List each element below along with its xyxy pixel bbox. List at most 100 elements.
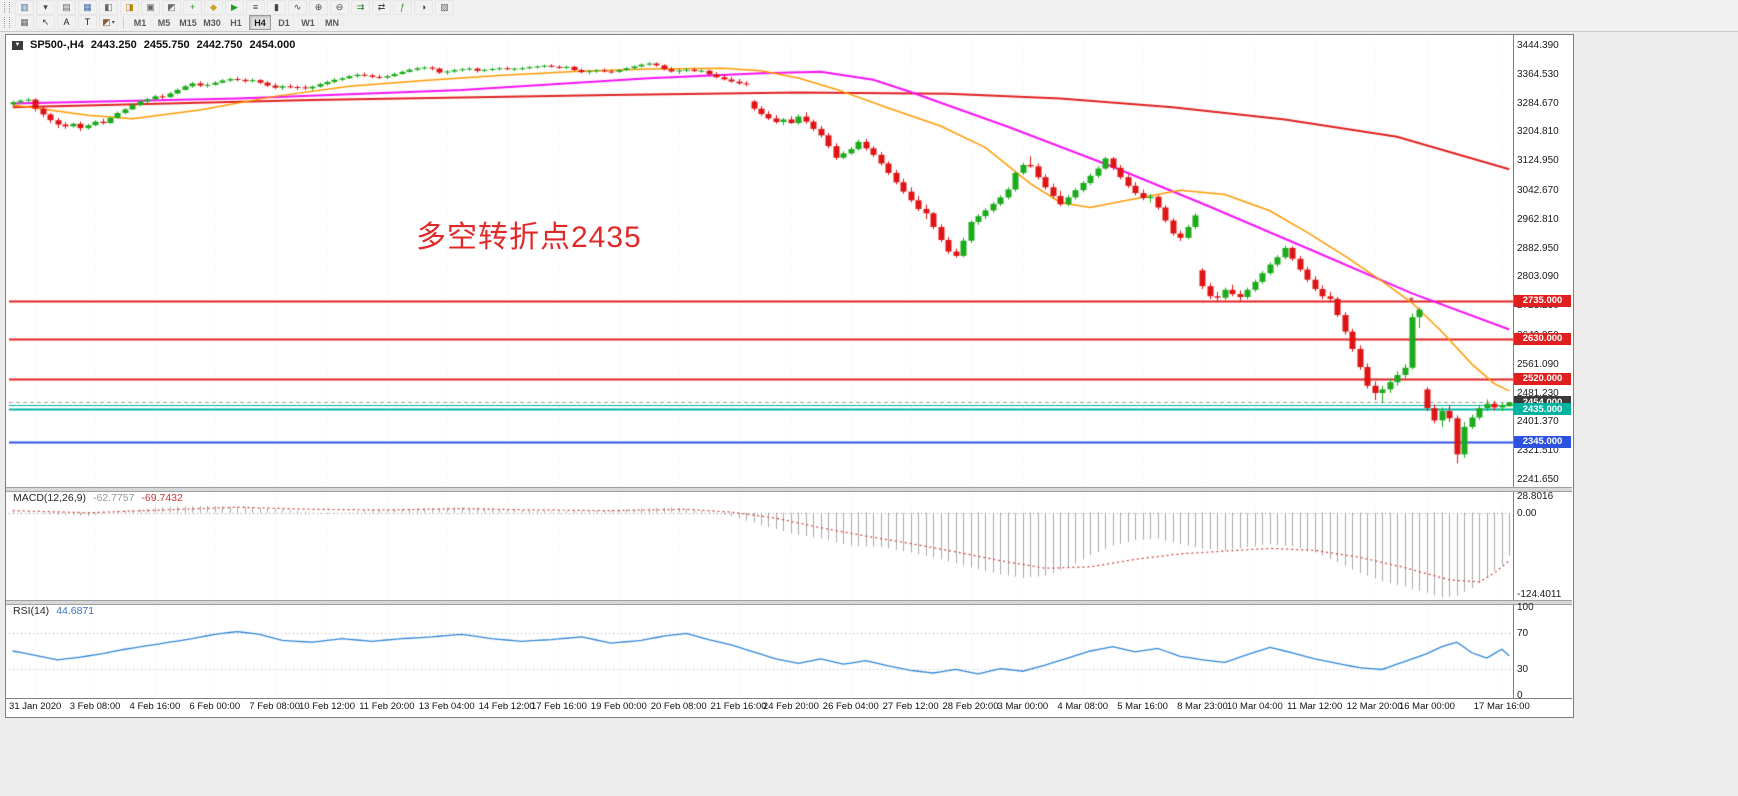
grid-icon[interactable]: ▦ bbox=[15, 15, 34, 30]
indicators-icon[interactable]: ƒ bbox=[393, 0, 412, 15]
text-tool-icon[interactable]: A bbox=[57, 15, 76, 30]
toolbar-separator bbox=[123, 16, 124, 29]
autotrading-icon[interactable]: ▶ bbox=[225, 0, 244, 15]
candlestick-chart-icon[interactable]: ▮ bbox=[267, 0, 286, 15]
profiles-icon[interactable]: ▤ bbox=[57, 0, 76, 15]
timeframe-button-w1[interactable]: W1 bbox=[297, 15, 319, 30]
chart-annotation-text[interactable]: 多空转折点2435 bbox=[416, 221, 642, 254]
timeframe-button-m5[interactable]: M5 bbox=[153, 15, 175, 30]
price-axis-label: 2241.650 bbox=[1517, 474, 1559, 485]
macd-axis-label: 0.00 bbox=[1517, 507, 1537, 519]
periods-dropdown-icon[interactable]: ◑ bbox=[414, 0, 433, 15]
colors-tool-icon[interactable]: ◩ ▾ bbox=[99, 15, 118, 30]
time-axis-label: 11 Mar 12:00 bbox=[1287, 701, 1343, 712]
price-axis-label: 3284.670 bbox=[1517, 97, 1559, 109]
chart-shift-icon[interactable]: ⇄ bbox=[372, 0, 391, 15]
macd-main-value: -62.7757 bbox=[92, 492, 135, 504]
macd-name: MACD(12,26,9) bbox=[13, 492, 86, 504]
zoom-in-icon[interactable]: ⊕ bbox=[309, 0, 328, 15]
toolbar-grip[interactable] bbox=[4, 17, 10, 28]
price-axis-label: 3444.390 bbox=[1517, 40, 1559, 51]
time-axis-label: 27 Feb 12:00 bbox=[882, 701, 939, 712]
price-scale-column[interactable] bbox=[1513, 35, 1573, 698]
time-axis-label: 16 Mar 00:00 bbox=[1398, 701, 1455, 712]
price-axis-label: 3042.670 bbox=[1517, 184, 1559, 196]
macd-axis-label: 28.8016 bbox=[1517, 491, 1554, 502]
zoom-out-icon[interactable]: ⊖ bbox=[330, 0, 349, 15]
line-chart-icon[interactable]: ∿ bbox=[288, 0, 307, 15]
time-axis-label: 8 Mar 23:00 bbox=[1177, 701, 1228, 712]
price-axis-label: 3364.530 bbox=[1517, 68, 1559, 80]
price-tag: 2735.000 bbox=[1514, 294, 1571, 307]
price-tag: 2630.000 bbox=[1514, 332, 1571, 345]
toolbar-row-tools: ▦ ↖ A T ◩ ▾ M1 M5 M15 M30 H1 H4 D1 W1 MN bbox=[0, 15, 344, 30]
price-axis-label: 3124.950 bbox=[1517, 155, 1559, 167]
market-watch-icon[interactable]: ▦ bbox=[78, 0, 97, 15]
text-label-tool-icon[interactable]: T bbox=[78, 15, 97, 30]
terminal-icon[interactable]: ▣ bbox=[141, 0, 160, 15]
time-axis-label: 24 Feb 20:00 bbox=[762, 701, 819, 712]
time-axis-label: 13 Feb 04:00 bbox=[418, 701, 475, 712]
time-axis-label: 5 Mar 16:00 bbox=[1117, 701, 1168, 712]
chart-title: ▼ SP500-,H4 2443.250 2455.750 2442.750 2… bbox=[12, 39, 295, 51]
macd-label: MACD(12,26,9) -62.7757 -69.7432 bbox=[13, 492, 183, 504]
price-axis-label: 2321.510 bbox=[1517, 445, 1559, 457]
timeframe-button-h1[interactable]: H1 bbox=[225, 15, 247, 30]
rsi-axis-label: 70 bbox=[1517, 628, 1529, 640]
time-axis-label: 20 Feb 08:00 bbox=[650, 701, 707, 712]
rsi-axis-label: 100 bbox=[1517, 602, 1534, 613]
new-order-icon[interactable]: + bbox=[183, 0, 202, 15]
time-axis-label: 31 Jan 2020 bbox=[9, 701, 62, 712]
time-axis-label: 6 Feb 00:00 bbox=[189, 701, 241, 712]
main-toolbar: ▥ ▾ ▤ ▦ ◧ ◨ ▣ ◩ + ◆ ▶ ≡ ▮ ∿ ⊕ ⊖ ⇉ ⇄ ƒ ◑ ▨ ▦ ↖ A T ◩ ▾ M1 M5 M15 M30 H1… bbox=[0, 0, 1738, 32]
bar-chart-icon[interactable]: ≡ bbox=[246, 0, 265, 15]
timeframe-button-m15[interactable]: M15 bbox=[177, 15, 199, 30]
new-chart-icon[interactable]: ▥ bbox=[15, 0, 34, 15]
time-axis[interactable] bbox=[6, 698, 1572, 717]
timeframe-button-d1[interactable]: D1 bbox=[273, 15, 295, 30]
panel-resize-handle-macd[interactable] bbox=[6, 487, 1572, 492]
price-axis-label: 2803.090 bbox=[1517, 271, 1559, 283]
timeframe-button-m1[interactable]: M1 bbox=[129, 15, 151, 30]
price-axis-label: 2481.230 bbox=[1517, 387, 1559, 399]
chart-close-value: 2454.000 bbox=[249, 39, 296, 51]
time-axis-label: 19 Feb 00:00 bbox=[590, 701, 647, 712]
toolbar-grip[interactable] bbox=[4, 2, 10, 13]
time-axis-label: 17 Mar 16:00 bbox=[1473, 701, 1530, 712]
price-axis-label: 2561.090 bbox=[1517, 358, 1559, 370]
panel-resize-handle-rsi[interactable] bbox=[6, 600, 1572, 605]
time-axis-label: 14 Feb 12:00 bbox=[478, 701, 535, 712]
price-axis-label: 2962.810 bbox=[1517, 213, 1559, 225]
chart-open-value: 2443.250 bbox=[90, 39, 137, 51]
symbol-dropdown-icon[interactable]: ▼ bbox=[12, 40, 23, 50]
timeframe-button-m30[interactable]: M30 bbox=[201, 15, 223, 30]
time-axis-label: 3 Mar 00:00 bbox=[997, 701, 1049, 712]
time-axis-label: 3 Feb 08:00 bbox=[69, 701, 121, 712]
price-tag: 2345.000 bbox=[1514, 435, 1571, 448]
rsi-value: 44.6871 bbox=[56, 605, 95, 617]
chevron-down-icon: ▾ bbox=[111, 19, 115, 26]
navigator-icon[interactable]: ◨ bbox=[120, 0, 139, 15]
rsi-axis-label: 0 bbox=[1517, 690, 1523, 701]
price-tag: 2435.000 bbox=[1514, 403, 1571, 416]
price-axis-label: 2401.370 bbox=[1517, 416, 1559, 428]
chart-dropdown-icon[interactable]: ▾ bbox=[36, 0, 55, 15]
chart-high-value: 2455.750 bbox=[143, 39, 190, 51]
timeframe-button-h4[interactable]: H4 bbox=[249, 15, 271, 30]
chart-canvas[interactable] bbox=[6, 35, 1572, 717]
time-axis-label: 10 Feb 12:00 bbox=[299, 701, 355, 712]
time-axis-label: 10 Mar 04:00 bbox=[1226, 701, 1283, 712]
timeframe-button-mn[interactable]: MN bbox=[321, 15, 343, 30]
rsi-label: RSI(14) 44.6871 bbox=[13, 605, 94, 617]
strategy-tester-icon[interactable]: ◩ bbox=[162, 0, 181, 15]
chart-symbol-period: SP500-,H4 bbox=[30, 39, 84, 51]
cursor-tool-icon[interactable]: ↖ bbox=[36, 15, 55, 30]
macd-signal-value: -69.7432 bbox=[141, 492, 183, 504]
price-axis-label: 3204.810 bbox=[1517, 126, 1559, 138]
auto-scroll-icon[interactable]: ⇉ bbox=[351, 0, 370, 15]
data-window-icon[interactable]: ◧ bbox=[99, 0, 118, 15]
templates-icon[interactable]: ▨ bbox=[435, 0, 454, 15]
macd-axis-label: -124.4011 bbox=[1517, 589, 1562, 600]
metaeditor-icon[interactable]: ◆ bbox=[204, 0, 223, 15]
